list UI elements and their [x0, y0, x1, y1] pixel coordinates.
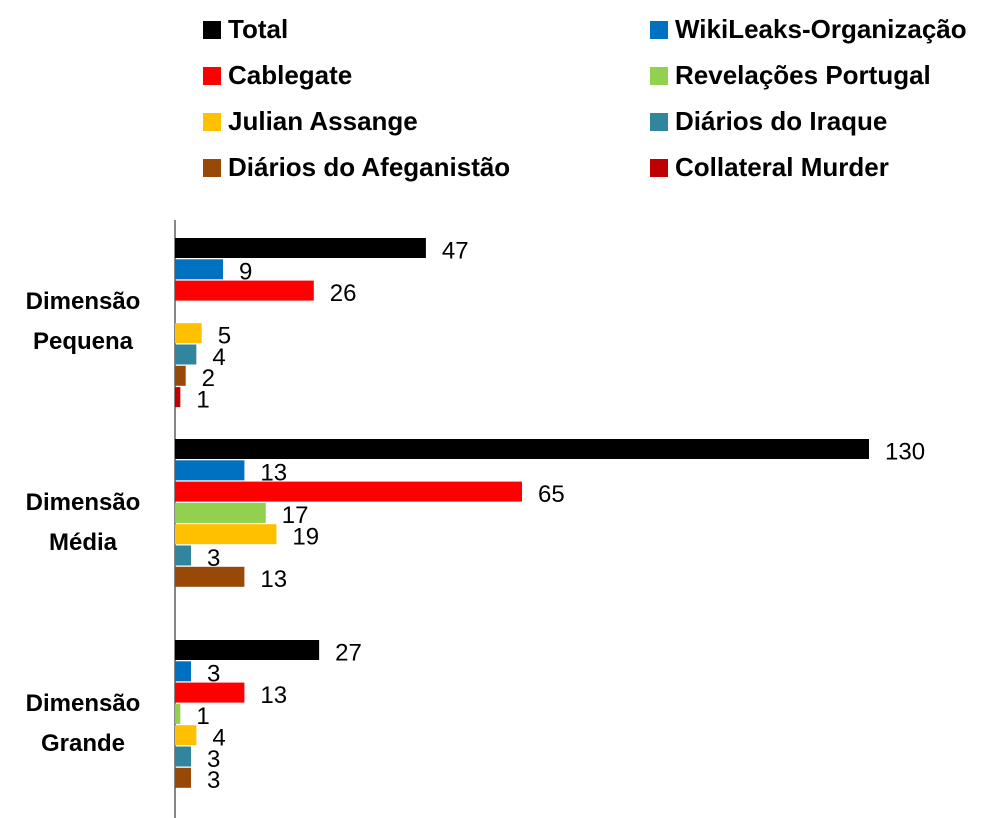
category-label: Dimensão Pequena: [26, 289, 141, 356]
bar: [175, 502, 266, 523]
bar: [175, 524, 277, 545]
value-label: 26: [330, 280, 357, 307]
legend-label: Revelações Portugal: [675, 60, 931, 90]
category-label: Dimensão Média: [26, 490, 141, 557]
bar: [175, 640, 320, 660]
bar: [175, 387, 181, 408]
value-label: 2: [202, 365, 215, 392]
value-label: 4: [212, 725, 225, 752]
legend-label: Total: [228, 14, 288, 44]
legend-swatch: [650, 67, 668, 85]
value-label: 27: [335, 639, 362, 666]
value-label: 130: [885, 438, 925, 465]
value-label: 4: [212, 344, 225, 371]
legend-label: Cablegate: [228, 60, 352, 90]
legend-label: Collateral Murder: [675, 152, 889, 182]
value-label: 9: [239, 259, 252, 286]
legend-swatch: [203, 67, 221, 85]
value-label: 1: [196, 386, 209, 413]
value-label: 3: [207, 661, 220, 688]
value-label: 3: [207, 767, 220, 794]
bar: [175, 767, 192, 788]
value-label: 19: [292, 524, 319, 551]
category-label: Dimensão Grande: [26, 691, 141, 758]
bar: [175, 365, 186, 386]
bar: [175, 344, 197, 365]
value-label: 17: [282, 502, 309, 529]
bar: [175, 682, 245, 703]
bar: [175, 323, 202, 344]
bar: [175, 746, 192, 767]
bar: [175, 545, 192, 566]
bar: [175, 460, 245, 481]
bar: [175, 703, 181, 724]
legend-swatch: [650, 113, 668, 131]
bar: [175, 259, 224, 280]
legend-label: Diários do Iraque: [675, 106, 887, 136]
bar: [175, 566, 245, 587]
legend-swatch: [203, 113, 221, 131]
bar: [175, 439, 869, 459]
value-label: 47: [442, 237, 469, 264]
bar: [175, 280, 314, 301]
bar: [175, 725, 197, 746]
value-label: 13: [260, 682, 287, 709]
legend-swatch: [203, 159, 221, 177]
value-label: 3: [207, 746, 220, 773]
legend-label: WikiLeaks-Organização: [675, 14, 967, 44]
legend-swatch: [650, 21, 668, 39]
bar: [175, 481, 522, 502]
value-label: 1: [196, 703, 209, 730]
bar: [175, 238, 426, 258]
legend-label: Julian Assange: [228, 106, 418, 136]
legend-swatch: [650, 159, 668, 177]
legend-swatch: [203, 21, 221, 39]
value-label: 5: [218, 323, 231, 350]
value-label: 13: [260, 566, 287, 593]
value-label: 65: [538, 481, 565, 508]
legend-label: Diários do Afeganistão: [228, 152, 510, 182]
value-label: 3: [207, 545, 220, 572]
bar: [175, 661, 192, 682]
